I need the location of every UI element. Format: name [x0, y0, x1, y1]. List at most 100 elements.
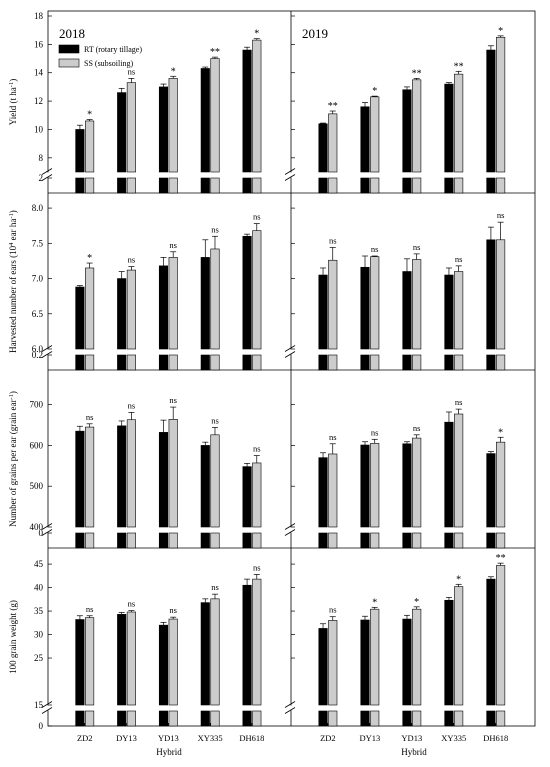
- y-tick-label: 600: [30, 440, 44, 450]
- significance-label: *: [498, 427, 503, 438]
- bar-rt-zd2: [75, 129, 85, 173]
- axis-break-gap: [43, 705, 53, 711]
- significance-label: ns: [128, 400, 136, 410]
- bar-ss-stub-yd13: [412, 532, 422, 549]
- bar-ss-stub-dh618: [252, 177, 262, 194]
- bar-rt-stub-dy13: [360, 710, 370, 727]
- bar-ss-dh618: [252, 39, 262, 173]
- significance-label: ns: [211, 415, 219, 425]
- bar-ss-dy13: [126, 269, 136, 350]
- bar-ss-zd2: [328, 259, 338, 350]
- chart-marks: [75, 35, 506, 727]
- bar-rt-yd13: [402, 443, 412, 528]
- legend-ss-label: SS (subsoiling): [84, 59, 133, 68]
- axis-break-mark: [41, 345, 53, 352]
- significance-label: *: [414, 597, 419, 608]
- bar-rt-stub-zd2: [318, 532, 328, 549]
- bar-rt-stub-dh618: [486, 177, 496, 194]
- y-tick-label: 15: [34, 700, 44, 710]
- y-tick-label: 35: [34, 606, 44, 616]
- bar-ss-stub-dy13: [370, 532, 380, 549]
- significance-label: *: [498, 26, 503, 37]
- significance-label: ns: [253, 212, 261, 222]
- bar-ss-stub-dh618: [252, 710, 262, 727]
- bar-ss-dy13: [126, 82, 136, 173]
- significance-label: **: [496, 553, 506, 564]
- bar-ss-stub-yd13: [412, 177, 422, 194]
- bar-ss-yd13: [412, 608, 422, 706]
- bar-rt-dy13: [360, 619, 370, 706]
- x-tick-label: ZD2: [320, 733, 336, 743]
- bar-rt-stub-xy335: [200, 710, 210, 727]
- y-axis-title-part: ): [8, 79, 18, 82]
- bar-ss-yd13: [412, 259, 422, 350]
- axis-break-mark: [41, 529, 53, 536]
- bar-ss-xy335: [454, 586, 464, 706]
- bar-rt-dy13: [117, 92, 127, 173]
- bar-rt-dh618: [242, 466, 252, 528]
- bar-ss-stub-dy13: [126, 710, 136, 727]
- bar-rt-dy13: [117, 425, 127, 528]
- significance-label: **: [328, 101, 338, 112]
- axis-break-gap: [43, 349, 53, 355]
- axis-break-mark: [284, 701, 296, 708]
- bar-rt-stub-yd13: [158, 177, 169, 194]
- y-axis-title-part: ): [8, 391, 18, 394]
- y-tick-label: 7.0: [32, 274, 44, 284]
- significance-label: *: [87, 110, 92, 121]
- bar-ss-stub-yd13: [168, 177, 178, 194]
- y-axis-title: Yield (t ha-1): [8, 79, 19, 125]
- y-axis-title: Number of grains per ear (grain ear-1): [8, 391, 19, 527]
- bar-rt-dy13: [117, 614, 127, 706]
- bar-rt-stub-dy13: [117, 177, 127, 194]
- bar-ss-zd2: [328, 453, 338, 528]
- bar-ss-xy335: [210, 434, 220, 528]
- bar-ss-dh618: [252, 230, 262, 350]
- bar-rt-stub-dy13: [117, 354, 127, 371]
- bar-ss-zd2: [85, 426, 95, 528]
- bar-rt-zd2: [75, 619, 85, 706]
- bar-ss-yd13: [412, 437, 422, 528]
- y-axis-title: Harvested number of ears (104 ear ha-1): [8, 210, 19, 353]
- bar-rt-dh618: [486, 49, 496, 173]
- y-axis-title-superscript: 4: [8, 242, 15, 246]
- bar-rt-stub-zd2: [318, 354, 328, 371]
- y-axis-title-part: ear ha: [8, 219, 18, 243]
- bar-rt-zd2: [318, 274, 328, 350]
- bar-rt-yd13: [158, 432, 169, 528]
- bar-rt-stub-dh618: [242, 177, 252, 194]
- y-tick-label-broken: 0.2: [32, 350, 43, 360]
- bar-rt-stub-dh618: [242, 354, 252, 371]
- bar-ss-dh618: [252, 462, 262, 528]
- bar-rt-dy13: [117, 278, 127, 350]
- x-tick-label: DY13: [359, 733, 380, 743]
- y-tick-label: 6.5: [32, 309, 44, 319]
- y-tick-label: 500: [30, 481, 44, 491]
- bar-rt-stub-xy335: [444, 532, 454, 549]
- significance-label: **: [412, 68, 422, 79]
- bar-ss-stub-zd2: [328, 710, 338, 727]
- significance-label: **: [210, 47, 220, 58]
- significance-label: ns: [329, 236, 337, 246]
- bar-ss-stub-yd13: [412, 710, 422, 727]
- x-tick-label: YD13: [158, 733, 179, 743]
- axis-break-mark: [284, 523, 296, 530]
- bar-ss-dh618: [252, 578, 262, 706]
- axis-break-mark: [284, 345, 296, 352]
- bar-rt-xy335: [444, 83, 454, 173]
- bar-rt-xy335: [444, 421, 454, 528]
- y-tick-label: 45: [34, 559, 44, 569]
- significance-label: *: [372, 597, 377, 608]
- significance-label: ns: [128, 66, 136, 76]
- bar-ss-stub-dh618: [496, 177, 506, 194]
- y-tick-label: 14: [34, 68, 44, 78]
- y-tick-label: 7.5: [32, 238, 44, 248]
- bar-ss-dy13: [370, 256, 380, 350]
- bar-rt-stub-zd2: [75, 532, 85, 549]
- significance-label: *: [456, 574, 461, 585]
- x-tick-label: YD13: [401, 733, 422, 743]
- y-axis-title-part: Number of grains per ear (grain ear: [8, 399, 18, 526]
- bar-rt-stub-dh618: [242, 532, 252, 549]
- bar-rt-stub-dh618: [242, 710, 252, 727]
